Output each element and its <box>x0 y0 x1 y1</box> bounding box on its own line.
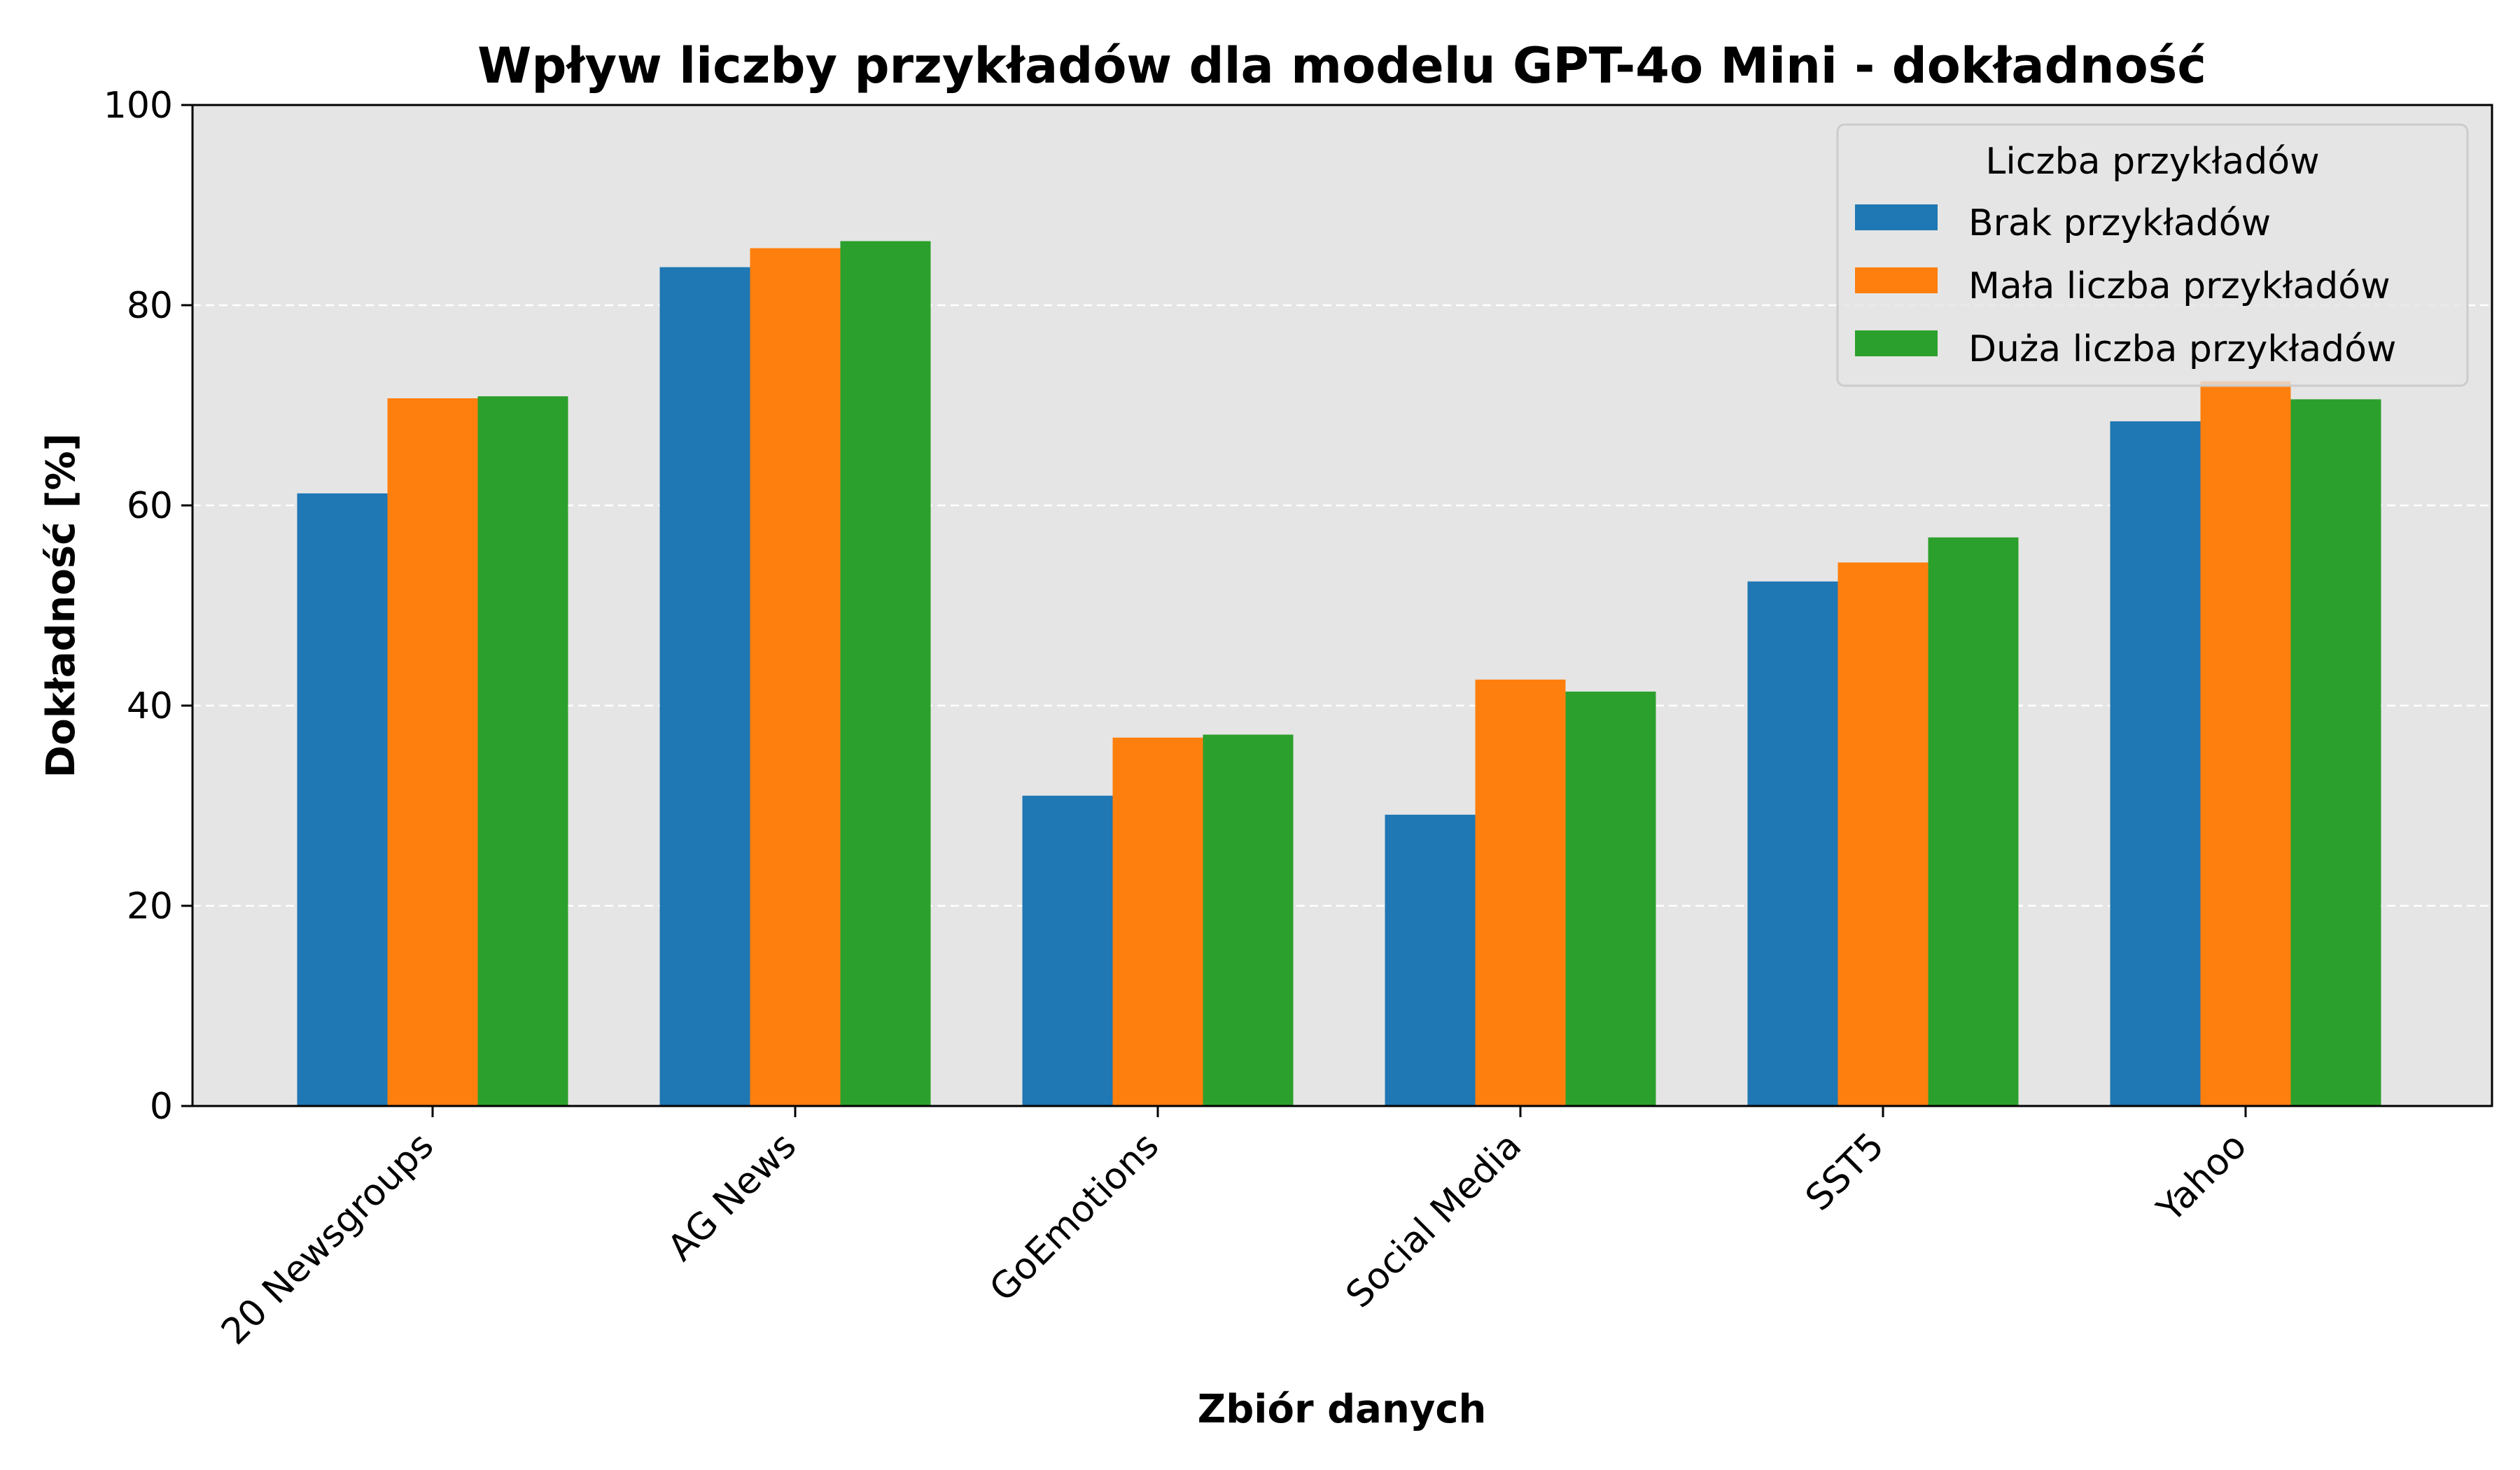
bar-goemotions-series-1 <box>1112 737 1203 1106</box>
y-tick-label: 60 <box>127 485 173 527</box>
y-tick-label: 0 <box>150 1086 173 1128</box>
y-tick-label: 20 <box>127 886 173 927</box>
chart-title: Wpływ liczby przykładów dla modelu GPT-4… <box>477 37 2206 94</box>
legend-entry-label: Mała liczba przykładów <box>1968 265 2390 307</box>
legend-swatch <box>1855 267 1938 293</box>
bar-goemotions-series-0 <box>1022 795 1113 1106</box>
bar-goemotions-series-2 <box>1203 734 1294 1106</box>
bar-social-media-series-1 <box>1475 679 1566 1106</box>
bar-20-newsgroups-series-1 <box>387 398 478 1106</box>
bar-yahoo-series-2 <box>2290 399 2381 1106</box>
x-axis-label: Zbiór danych <box>1198 1387 1487 1432</box>
legend-frame <box>1836 123 2469 387</box>
legend-entry-label: Duża liczba przykładów <box>1968 328 2396 370</box>
bar-20-newsgroups-series-0 <box>297 493 388 1106</box>
legend-swatch <box>1855 204 1938 230</box>
bar-20-newsgroups-series-2 <box>477 396 568 1106</box>
bar-ag-news-series-0 <box>659 267 750 1106</box>
x-tick-label: AG News <box>660 1125 804 1269</box>
bar-social-media-series-2 <box>1565 691 1656 1106</box>
y-tick-label: 100 <box>104 85 173 127</box>
bar-ag-news-series-2 <box>840 241 931 1107</box>
y-axis: 0 20 40 60 80 100 <box>104 85 192 1128</box>
bars <box>297 241 2381 1107</box>
legend-swatch <box>1855 330 1938 356</box>
x-tick-label: SST5 <box>1798 1125 1892 1219</box>
bar-sst5-series-2 <box>1928 537 2019 1106</box>
legend: Liczba przykładów Brak przykładów Mała li… <box>1836 123 2469 387</box>
bar-yahoo-series-0 <box>2110 421 2201 1106</box>
y-tick-label: 40 <box>127 685 173 727</box>
y-tick-label: 80 <box>127 285 173 327</box>
bar-sst5-series-1 <box>1837 562 1928 1106</box>
bar-yahoo-series-1 <box>2200 381 2291 1107</box>
bar-social-media-series-0 <box>1385 814 1476 1106</box>
x-tick-label: Social Media <box>1338 1125 1530 1317</box>
legend-entry-label: Brak przykładów <box>1968 202 2271 244</box>
bar-sst5-series-0 <box>1747 581 1838 1106</box>
x-tick-label: Yahoo <box>2149 1125 2255 1231</box>
plot-frame <box>191 104 2493 1107</box>
y-axis-label: Dokładność [%] <box>38 433 84 778</box>
legend-title: Liczba przykładów <box>1985 141 2319 183</box>
x-tick-label: GoEmotions <box>982 1125 1168 1310</box>
x-axis: 20 Newsgroups AG News GoEmotions Social Med… <box>214 1106 2255 1353</box>
x-tick-label: 20 Newsgroups <box>214 1125 442 1353</box>
bar-ag-news-series-1 <box>750 248 841 1106</box>
